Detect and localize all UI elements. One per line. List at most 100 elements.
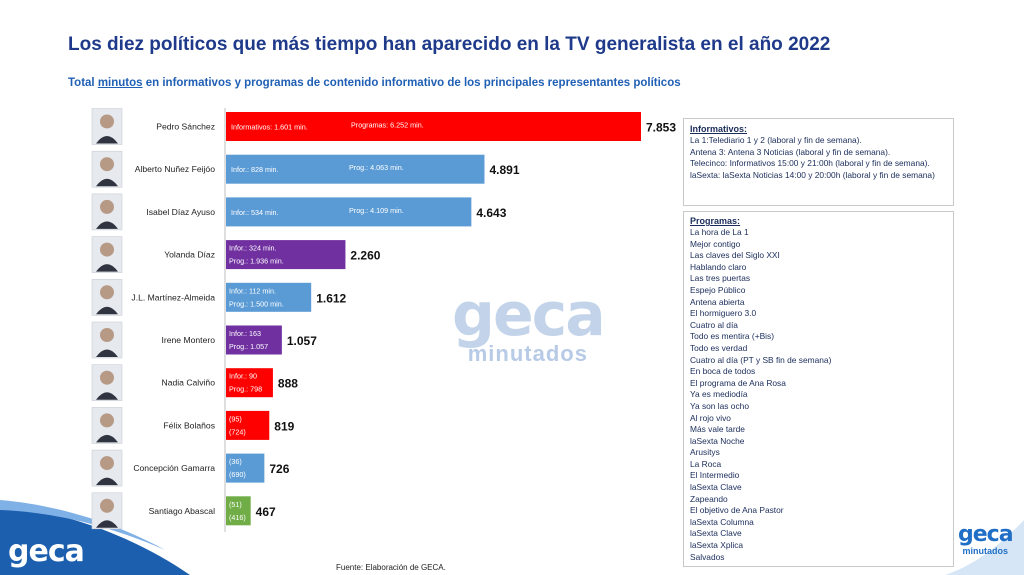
geca-watermark: geca minutados bbox=[452, 280, 606, 366]
informativos-line: Telecinco: Informativos 15:00 y 21:00h (… bbox=[690, 158, 930, 169]
bar bbox=[226, 112, 641, 141]
avatar-head-icon bbox=[100, 370, 114, 385]
programa-item: Ya son las ocho bbox=[690, 400, 749, 411]
avatar-body-icon bbox=[96, 264, 118, 272]
programas-label: Prog.: 1.500 min. bbox=[229, 299, 284, 308]
programas-label: Prog.: 798 bbox=[229, 385, 262, 394]
programa-item: En boca de todos bbox=[690, 366, 756, 377]
avatar-head-icon bbox=[100, 498, 114, 513]
chart-title: Los diez políticos que más tiempo han ap… bbox=[68, 34, 831, 55]
programa-item: Todo es mentira (+Bis) bbox=[690, 331, 775, 342]
programas-box: Programas: La hora de La 1 Mejor contigo L… bbox=[683, 211, 954, 567]
geca-logo-bottom-right: geca minutados bbox=[958, 522, 1014, 557]
value-label: 819 bbox=[274, 419, 294, 433]
subtitle-underlined: minutos bbox=[97, 77, 143, 89]
bar bbox=[226, 240, 346, 270]
value-label: 7.853 bbox=[646, 121, 676, 135]
avatar-head-icon bbox=[100, 199, 114, 214]
informativos-heading: Informativos: bbox=[690, 124, 748, 134]
avatar-head-icon bbox=[100, 242, 114, 257]
bar bbox=[226, 410, 270, 440]
programa-item: El objetivo de Ana Pastor bbox=[690, 505, 784, 516]
avatar-head-icon bbox=[100, 114, 114, 129]
avatar-body-icon bbox=[96, 392, 118, 400]
programa-item: Espejo Público bbox=[690, 284, 746, 295]
subtitle-pre: Total bbox=[68, 77, 98, 89]
programa-item: Todo es verdad bbox=[690, 342, 748, 353]
avatar-body-icon bbox=[96, 306, 118, 315]
programas-label: Prog.: 1.936 min. bbox=[229, 257, 284, 266]
category-label: Concepción Gamarra bbox=[133, 463, 215, 473]
programa-item: Arusitys bbox=[690, 447, 720, 458]
chart-subtitle: Total minutos en informativos y programa… bbox=[68, 77, 681, 89]
programa-item: Cuatro al día bbox=[690, 319, 738, 330]
avatar-head-icon bbox=[100, 157, 114, 172]
programas-label: Prog.: 1.057 bbox=[229, 342, 268, 351]
value-label: 2.260 bbox=[350, 249, 380, 263]
logo-brand: geca bbox=[958, 522, 1014, 547]
value-label: 1.612 bbox=[316, 291, 346, 305]
avatar-head-icon bbox=[100, 413, 114, 428]
category-label: Nadia Calviño bbox=[161, 378, 215, 388]
category-label: Alberto Nuñez Feijóo bbox=[135, 164, 215, 174]
informativos-label: Infor.: 112 min. bbox=[229, 286, 276, 295]
programas-label: (724) bbox=[229, 427, 246, 436]
value-label: 1.057 bbox=[287, 334, 317, 348]
informativos-label: Informativos: 1.601 min. bbox=[231, 123, 308, 132]
informativos-label: Infor.: 90 bbox=[229, 372, 257, 381]
bar bbox=[226, 325, 282, 355]
informativos-label: Infor.: 163 bbox=[229, 329, 261, 338]
watermark-sub: minutados bbox=[467, 341, 588, 366]
programa-item: Cuatro al día (PT y SB fin de semana) bbox=[690, 354, 832, 365]
informativos-box: Informativos: La 1:Telediario 1 y 2 (lab… bbox=[683, 118, 954, 206]
programa-item: Hablando claro bbox=[690, 261, 747, 272]
avatar-body-icon bbox=[96, 477, 118, 486]
programas-label: (690) bbox=[229, 470, 246, 479]
programa-item: laSexta Xplica bbox=[690, 540, 744, 551]
category-label: Félix Bolaños bbox=[163, 420, 215, 430]
informativos-line: laSexta: laSexta Noticias 14:00 y 20:00h… bbox=[690, 169, 935, 180]
logo-sub: minutados bbox=[962, 546, 1009, 556]
value-label: 467 bbox=[256, 505, 276, 519]
programa-item: laSexta Clave bbox=[690, 528, 742, 539]
bottom-left-swoosh bbox=[0, 505, 190, 575]
category-label: Pedro Sánchez bbox=[156, 122, 215, 132]
programa-item: Más vale tarde bbox=[690, 424, 745, 435]
informativos-label: (95) bbox=[229, 414, 242, 423]
bar bbox=[226, 453, 265, 483]
avatar-head-icon bbox=[100, 456, 114, 471]
programas-label: Prog.: 4.063 min. bbox=[349, 163, 404, 172]
programas-label: Programas: 6.252 min. bbox=[351, 121, 424, 130]
programa-item: El hormiguero 3.0 bbox=[690, 308, 757, 319]
programa-item: La hora de La 1 bbox=[690, 227, 749, 237]
avatar-head-icon bbox=[100, 285, 114, 300]
bottom-left-swoosh-light bbox=[0, 500, 165, 550]
programa-item: La Roca bbox=[690, 458, 722, 469]
informativos-line: Antena 3: Antena 3 Noticias (laboral y f… bbox=[690, 146, 891, 157]
watermark-brand: geca bbox=[452, 280, 606, 350]
category-label: J.L. Martínez-Almeida bbox=[131, 292, 215, 302]
programa-item: Las tres puertas bbox=[690, 273, 751, 284]
programas-label: Prog.: 4.109 min. bbox=[349, 206, 404, 215]
programa-item: Mejor contigo bbox=[690, 238, 741, 249]
avatar-body-icon bbox=[96, 136, 118, 144]
programa-item: Al rojo vivo bbox=[690, 412, 731, 423]
programas-label: (416) bbox=[229, 513, 246, 522]
source-note: Fuente: Elaboración de GECA. bbox=[336, 563, 446, 572]
programa-item: laSexta Columna bbox=[690, 516, 754, 527]
informativos-label: Infor.: 324 min. bbox=[229, 244, 277, 253]
avatar-body-icon bbox=[96, 178, 118, 187]
informativos-label: (51) bbox=[229, 500, 242, 509]
bar bbox=[226, 282, 312, 312]
category-label: Irene Montero bbox=[161, 335, 215, 345]
bar bbox=[226, 496, 251, 526]
avatar-body-icon bbox=[96, 349, 118, 357]
programa-item: Antena abierta bbox=[690, 296, 745, 307]
informativos-list: La 1:Telediario 1 y 2 (laboral y fin de … bbox=[690, 135, 953, 181]
programa-item: Salvados bbox=[690, 551, 725, 562]
programas-list: La hora de La 1 Mejor contigo Las claves d… bbox=[690, 227, 953, 563]
avatar-head-icon bbox=[100, 328, 114, 342]
informativos-label: Infor.: 828 min. bbox=[231, 165, 279, 174]
value-label: 888 bbox=[278, 377, 298, 391]
